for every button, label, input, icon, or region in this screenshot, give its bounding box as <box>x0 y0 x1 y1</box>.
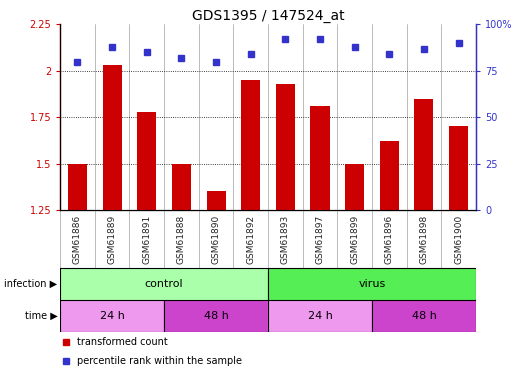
Text: 48 h: 48 h <box>412 311 436 321</box>
Text: control: control <box>145 279 184 289</box>
Bar <box>268 300 372 332</box>
Text: transformed count: transformed count <box>77 337 167 347</box>
Bar <box>276 84 295 210</box>
Bar <box>372 300 476 332</box>
Bar <box>103 65 122 210</box>
Text: GSM61889: GSM61889 <box>108 214 117 264</box>
Text: GSM61900: GSM61900 <box>454 214 463 264</box>
Text: virus: virus <box>358 279 385 289</box>
Text: GSM61886: GSM61886 <box>73 214 82 264</box>
Text: GSM61899: GSM61899 <box>350 214 359 264</box>
Bar <box>172 164 191 210</box>
Bar <box>164 300 268 332</box>
Bar <box>345 164 364 210</box>
Text: 24 h: 24 h <box>308 311 333 321</box>
Text: GSM61892: GSM61892 <box>246 214 255 264</box>
Text: time ▶: time ▶ <box>25 311 58 321</box>
Text: GSM61898: GSM61898 <box>419 214 428 264</box>
Bar <box>380 141 399 210</box>
Text: GSM61888: GSM61888 <box>177 214 186 264</box>
Bar <box>68 164 87 210</box>
Title: GDS1395 / 147524_at: GDS1395 / 147524_at <box>192 9 344 23</box>
Bar <box>60 300 164 332</box>
Text: GSM61891: GSM61891 <box>142 214 151 264</box>
Bar <box>449 126 468 210</box>
Text: GSM61893: GSM61893 <box>281 214 290 264</box>
Text: 24 h: 24 h <box>100 311 124 321</box>
Bar <box>241 80 260 210</box>
Text: GSM61896: GSM61896 <box>385 214 394 264</box>
Bar <box>268 268 476 300</box>
Text: percentile rank within the sample: percentile rank within the sample <box>77 356 242 366</box>
Bar <box>414 99 434 210</box>
Bar <box>60 268 268 300</box>
Text: infection ▶: infection ▶ <box>4 279 58 289</box>
Bar <box>311 106 329 210</box>
Text: 48 h: 48 h <box>203 311 229 321</box>
Text: GSM61897: GSM61897 <box>315 214 324 264</box>
Bar <box>137 112 156 210</box>
Bar <box>207 191 225 210</box>
Text: GSM61890: GSM61890 <box>212 214 221 264</box>
